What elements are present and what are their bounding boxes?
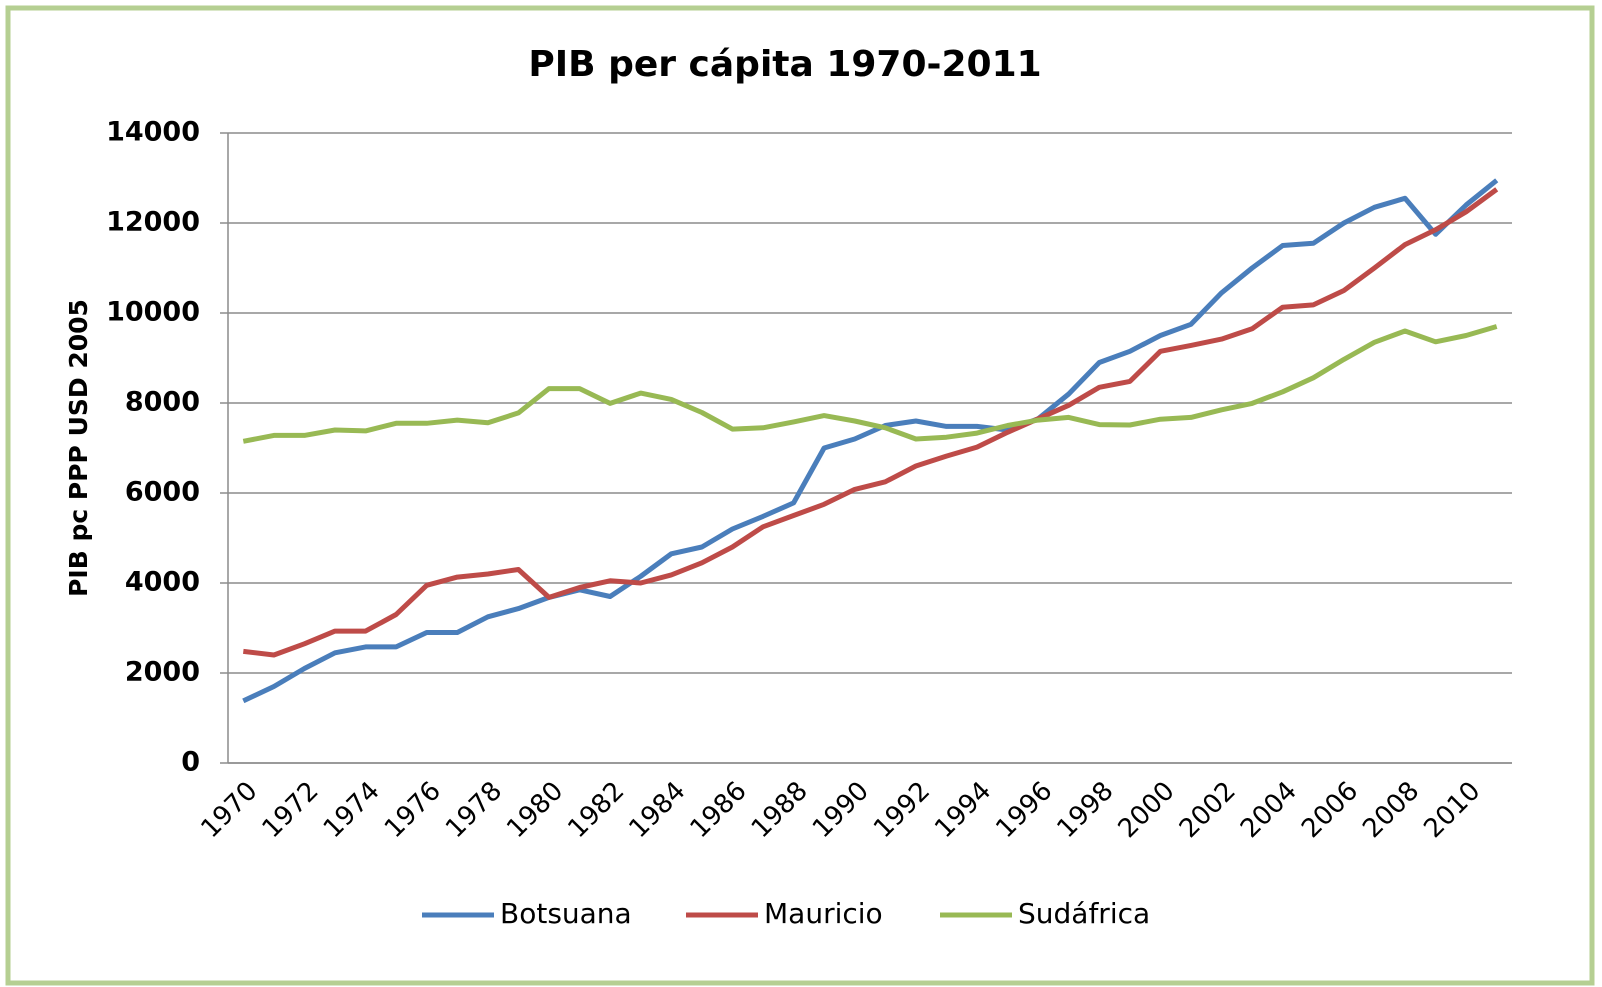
y-tick-label: 4000 [125, 567, 200, 598]
legend-label: Mauricio [764, 897, 883, 930]
chart-title: PIB per cápita 1970-2011 [528, 44, 1041, 85]
y-tick-label: 14000 [106, 117, 200, 148]
y-axis-label: PIB pc PPP USD 2005 [64, 299, 93, 597]
y-tick-label: 6000 [125, 477, 200, 508]
line-series [243, 187, 1499, 658]
y-tick-label: 0 [181, 747, 200, 778]
y-tick-label: 8000 [125, 387, 200, 418]
legend-label: Botsuana [500, 897, 632, 930]
line-series [242, 324, 1498, 444]
line-series [242, 178, 1499, 704]
y-tick-label: 10000 [106, 297, 200, 328]
legend-label: Sudáfrica [1018, 897, 1150, 930]
y-tick-label: 2000 [125, 657, 200, 688]
y-tick-label: 12000 [106, 207, 200, 238]
